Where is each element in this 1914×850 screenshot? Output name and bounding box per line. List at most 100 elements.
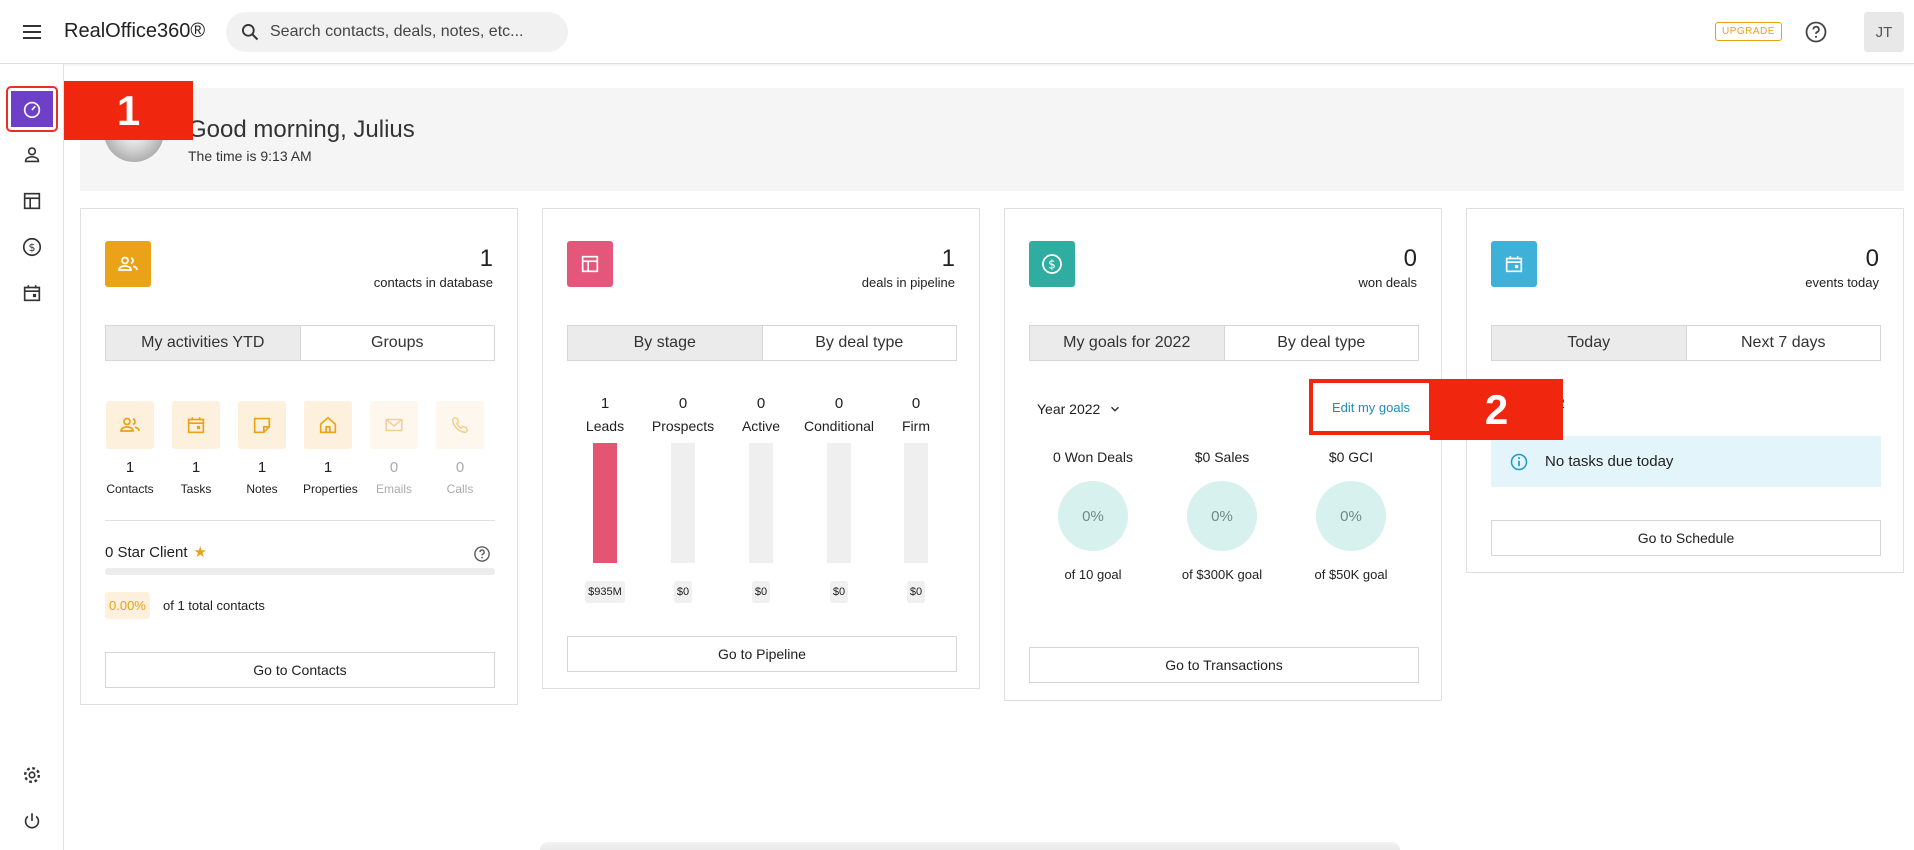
stage-active[interactable]: 0 Active $0 (721, 395, 801, 603)
activity-label: Calls (446, 482, 474, 496)
goal-gci: $0 GCI 0% of $50K goal (1291, 449, 1411, 582)
sidebar-item-settings[interactable] (8, 754, 56, 796)
search-input[interactable] (270, 23, 550, 41)
activity-contacts-box (106, 401, 154, 449)
deals-count: 1 (941, 245, 955, 272)
events-toggle: Today Next 7 days (1491, 325, 1881, 361)
menu-icon[interactable] (20, 20, 44, 44)
activity-emails[interactable]: 0 Emails (369, 401, 419, 496)
tab-my-goals[interactable]: My goals for 2022 (1030, 326, 1225, 360)
person-icon (24, 147, 40, 163)
info-icon (1510, 453, 1528, 470)
tab-today[interactable]: Today (1492, 326, 1687, 360)
dollar-icon: $ (22, 237, 42, 257)
stage-firm[interactable]: 0 Firm $0 (876, 395, 956, 603)
divider (105, 520, 495, 521)
activity-tasks-box (172, 401, 220, 449)
star-total-text: of 1 total contacts (163, 598, 265, 613)
activity-notes[interactable]: 1 Notes (237, 401, 287, 496)
go-to-transactions-button[interactable]: Go to Transactions (1029, 647, 1419, 683)
goal-heading: 0 Won Deals (1053, 449, 1133, 465)
tab-my-activities[interactable]: My activities YTD (106, 326, 301, 360)
events-subtitle: events today (1805, 275, 1879, 290)
tab-by-deal-type[interactable]: By deal type (815, 334, 904, 351)
activity-tasks[interactable]: 1 Tasks (171, 401, 221, 496)
goal-footer: of $50K goal (1314, 567, 1388, 582)
goal-heading: $0 Sales (1194, 449, 1250, 465)
won-deals-count: 0 (1403, 245, 1417, 272)
contacts-count: 1 (479, 245, 493, 272)
tab-groups[interactable]: Groups (371, 334, 424, 351)
stage-bar (749, 443, 773, 563)
search-bar[interactable] (226, 12, 568, 52)
user-avatar[interactable]: JT (1864, 12, 1904, 52)
top-bar: RealOffice360® UPGRADE JT (0, 0, 1914, 64)
activity-emails-box (370, 401, 418, 449)
sidebar-item-transactions[interactable]: $ (8, 226, 56, 268)
stage-label: Active (741, 418, 781, 434)
won-deals-subtitle: won deals (1358, 275, 1417, 290)
sidebar-item-schedule[interactable] (8, 272, 56, 314)
sidebar-item-logout[interactable] (8, 800, 56, 842)
star-percent-badge: 0.00% (105, 592, 150, 619)
activity-count: 1 (257, 459, 267, 476)
goal-footer: of 10 goal (1064, 567, 1122, 582)
star-icon: ★ (193, 544, 207, 561)
go-to-contacts-button[interactable]: Go to Contacts (105, 652, 495, 688)
tab-next-7-days[interactable]: Next 7 days (1741, 334, 1826, 351)
contacts-toggle: My activities YTD Groups (105, 325, 495, 361)
tab-by-stage[interactable]: By stage (568, 326, 763, 360)
contacts-subtitle: contacts in database (373, 275, 493, 290)
info-text: No tasks due today (1545, 453, 1674, 470)
events-count: 0 (1865, 245, 1879, 272)
activity-properties[interactable]: 1 Properties (303, 401, 358, 496)
activity-contacts[interactable]: 1 Contacts (105, 401, 155, 496)
year-select[interactable]: Year 2022 (1037, 401, 1122, 417)
stage-label: Prospects (651, 418, 715, 434)
greeting-time: The time is 9:13 AM (188, 148, 312, 164)
help-icon[interactable] (473, 545, 491, 563)
sidebar-item-dashboard[interactable] (6, 86, 58, 132)
sidebar-item-pipeline[interactable] (8, 180, 56, 222)
people-icon (118, 256, 138, 271)
stage-conditional[interactable]: 0 Conditional $0 (799, 395, 879, 603)
callout-one: 1 (64, 81, 193, 140)
calendar-icon (187, 417, 205, 434)
sidebar-item-contacts[interactable] (8, 134, 56, 176)
stage-count: 0 (834, 395, 844, 412)
stage-value: $0 (673, 581, 693, 603)
help-icon[interactable] (1804, 20, 1828, 44)
bottom-panel-edge (540, 842, 1400, 850)
deals-card: 1 deals in pipeline By stage By deal typ… (542, 208, 980, 689)
star-client-row: 0 Star Client ★ (105, 543, 207, 562)
stage-bar (904, 443, 928, 563)
activity-count: 0 (455, 459, 465, 476)
go-to-pipeline-button[interactable]: Go to Pipeline (567, 636, 957, 672)
greeting-banner: Good morning, Julius The time is 9:13 AM (80, 88, 1904, 191)
stage-bar (827, 443, 851, 563)
edit-my-goals-link[interactable]: Edit my goals (1309, 379, 1433, 435)
mail-icon (385, 418, 403, 432)
activity-calls-box (436, 401, 484, 449)
goal-heading: $0 GCI (1328, 449, 1374, 465)
info-alert: No tasks due today (1491, 436, 1881, 487)
activity-count: 0 (389, 459, 399, 476)
speedometer-icon (23, 101, 41, 119)
note-icon (253, 417, 271, 434)
stage-label: Conditional (803, 418, 875, 434)
goal-sales: $0 Sales 0% of $300K goal (1162, 449, 1282, 582)
tab-goals-by-deal-type[interactable]: By deal type (1277, 334, 1366, 351)
upgrade-button[interactable]: UPGRADE (1715, 22, 1782, 41)
stage-prospects[interactable]: 0 Prospects $0 (643, 395, 723, 603)
stage-leads[interactable]: 1 Leads $935M (565, 395, 645, 603)
deals-card-icon (567, 241, 613, 287)
stage-bar (593, 443, 617, 563)
activity-label: Properties (303, 482, 358, 496)
goals-card: $ 0 won deals My goals for 2022 By deal … (1004, 208, 1442, 701)
activity-calls[interactable]: 0 Calls (435, 401, 485, 496)
stage-count: 0 (756, 395, 766, 412)
go-to-schedule-button[interactable]: Go to Schedule (1491, 520, 1881, 556)
goal-won-deals: 0 Won Deals 0% of 10 goal (1033, 449, 1153, 582)
contacts-card-icon (105, 241, 151, 287)
activity-count: 1 (191, 459, 201, 476)
